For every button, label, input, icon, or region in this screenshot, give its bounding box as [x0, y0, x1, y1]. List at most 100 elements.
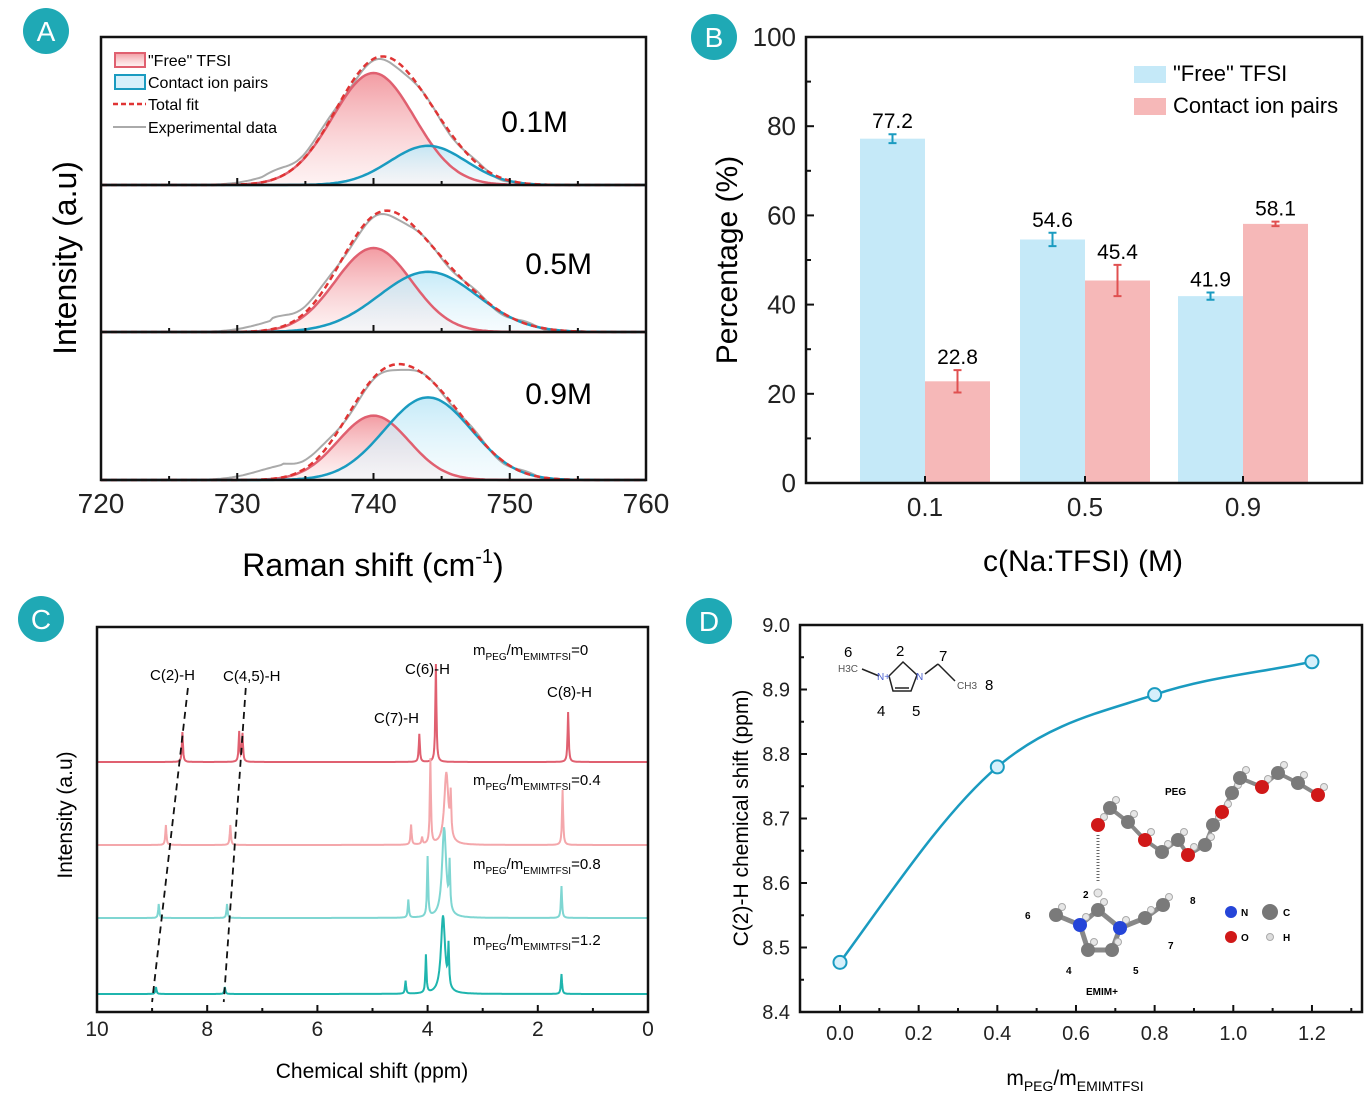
legend-label: Contact ion pairs	[1173, 93, 1338, 118]
contact-ion-fill	[101, 397, 646, 480]
x-tick-label: 0.5	[1067, 492, 1103, 522]
hydrogen-atom	[1122, 916, 1130, 924]
axis-ticks: 0 20 40 60 80 100 0.1 0.5 0.9	[753, 22, 1261, 522]
legend-label: "Free" TFSI	[1173, 61, 1287, 86]
free-tfsi-fill	[101, 248, 646, 332]
x-axis-label: mPEG/mEMIMTFSI	[1006, 1067, 1143, 1094]
hydrogen-atom	[1147, 906, 1155, 914]
hydrogen-atom	[1114, 938, 1122, 946]
atom-number: 4	[877, 703, 885, 720]
x-tick-label: 0.9	[1225, 492, 1261, 522]
y-axis-label: C(2)-H chemical shift (ppm)	[730, 690, 753, 947]
y-axis-label: Intensity (a.u)	[54, 751, 77, 878]
shift-line	[838, 660, 1313, 964]
legend-label: Contact ion pairs	[148, 75, 268, 92]
nmr-spectrum	[97, 827, 648, 919]
bar	[1178, 296, 1243, 483]
structure-labels: 6 2 7 8 4 5 H3C N+ N CH3	[838, 643, 993, 720]
y-tick-label: 8.9	[762, 680, 790, 702]
panel-badge-b: B	[691, 14, 737, 60]
badge-label: D	[699, 606, 719, 637]
hydrogen-atom	[1180, 828, 1188, 836]
x-axis-ticks: 720 730 740 750 760	[78, 178, 669, 519]
free-tfsi-fill	[101, 73, 646, 185]
hydrogen-atom	[1280, 761, 1288, 769]
legend-label: O	[1241, 933, 1249, 944]
hydrogen-atom	[1242, 766, 1250, 774]
atom-label: N	[916, 672, 923, 683]
spectrum-label: mPEG/mEMIMTFSI=1.2	[473, 932, 601, 953]
hydrogen-atom	[1090, 938, 1098, 946]
hydrogen-atom	[1320, 783, 1328, 791]
bar	[1085, 280, 1150, 483]
bar	[1243, 223, 1308, 483]
hydrogen-legend-icon	[1266, 933, 1274, 941]
legend-label: C	[1283, 908, 1290, 919]
contact-ion-fill	[101, 145, 646, 185]
bars: 77.2 54.6 41.9 22.8 45.4 58.1	[860, 110, 1308, 484]
oxygen-atom	[1311, 788, 1325, 802]
carbon-atom	[1105, 943, 1119, 957]
hydrogen-atom	[1093, 888, 1103, 898]
ball-and-stick-model	[1049, 761, 1328, 957]
panel-badge-d: D	[686, 598, 732, 644]
x-tick-label: 0.1	[907, 492, 943, 522]
atom-number: 7	[939, 648, 947, 665]
x-tick-label: 750	[486, 488, 533, 519]
y-tick-label: 9.0	[762, 615, 790, 637]
carbon-atom	[1081, 943, 1095, 957]
error-bar	[1271, 220, 1280, 228]
carbon-atom	[1225, 786, 1239, 800]
x-tick-label: 0.2	[905, 1023, 933, 1045]
error-bar	[1113, 263, 1122, 298]
peg-label: PEG	[1165, 787, 1186, 798]
carbon-atom	[1155, 845, 1169, 859]
error-bar	[888, 133, 897, 145]
subplot-label: 0.5M	[525, 248, 592, 281]
subplot-label: 0.9M	[525, 378, 592, 411]
oxygen-legend-icon	[1225, 931, 1237, 943]
oxygen-atom	[1091, 818, 1105, 832]
legend-swatch-contact	[114, 74, 146, 90]
panel-a-raman: 720 730 740 750 760 0.1M 0.5M 0.9M "Free" TF…	[47, 35, 669, 583]
subplot-label: 0.1M	[501, 106, 568, 139]
carbon-atom	[1171, 833, 1185, 847]
bar	[1020, 239, 1085, 483]
data-point	[1304, 654, 1320, 670]
error-bar	[1048, 231, 1057, 248]
x-tick-label: 10	[85, 1018, 108, 1041]
hydrogen-atom	[1165, 893, 1173, 901]
trend-dashed-line	[222, 687, 247, 1003]
carbon-atom	[1233, 771, 1247, 785]
x-tick-label: 1.2	[1298, 1023, 1326, 1045]
oxygen-atom	[1215, 805, 1229, 819]
oxygen-atom	[1181, 848, 1195, 862]
panel-badge-c: C	[18, 596, 64, 642]
y-tick-label: 80	[767, 111, 796, 141]
y-axis-label: Percentage (%)	[711, 156, 744, 364]
model-labels: PEG EMIM+ 2 6 8 7 4 5 N C O H	[1025, 787, 1290, 998]
x-axis-label: Raman shift (cm-1)	[242, 546, 503, 583]
group-label: H3C	[838, 664, 858, 675]
hydrogen-atom	[1190, 843, 1198, 851]
atom-number: 8	[985, 677, 993, 694]
hydrogen-atom	[1164, 840, 1172, 848]
carbon-atom	[1291, 776, 1305, 790]
hydrogen-atom	[1207, 833, 1215, 841]
nitrogen-atom	[1073, 918, 1087, 932]
y-tick-label: 100	[753, 22, 796, 52]
y-tick-label: 60	[767, 200, 796, 230]
carbon-atom	[1138, 911, 1152, 925]
carbon-atom	[1206, 818, 1220, 832]
hydrogen-atom	[1300, 771, 1308, 779]
carbon-legend-icon	[1262, 904, 1278, 920]
legend-label: Experimental data	[148, 120, 277, 137]
y-tick-label: 8.6	[762, 873, 790, 895]
x-axis-ticks: 10 8 6 4 2 0	[85, 1005, 654, 1041]
badge-label: B	[705, 22, 724, 53]
data-label: 22.8	[937, 346, 978, 369]
nmr-spectrum	[97, 663, 648, 763]
x-tick-label: 8	[201, 1018, 213, 1041]
x-tick-label: 730	[214, 488, 261, 519]
y-tick-label: 8.7	[762, 809, 790, 831]
